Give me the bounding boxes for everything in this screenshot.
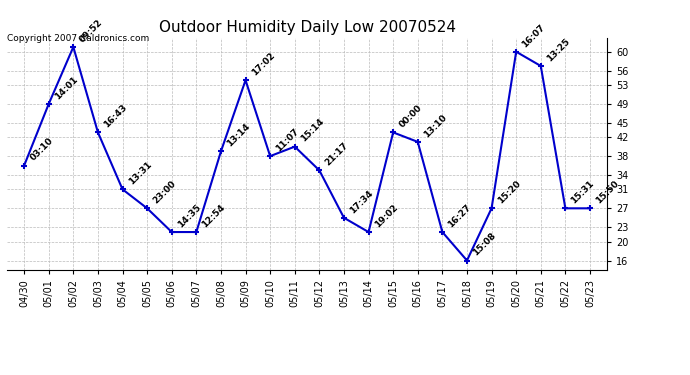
Text: 17:34: 17:34 [348, 188, 375, 215]
Text: 15:50: 15:50 [594, 179, 621, 206]
Text: 15:31: 15:31 [569, 179, 596, 206]
Text: 09:52: 09:52 [77, 18, 104, 44]
Text: 16:43: 16:43 [102, 103, 129, 130]
Text: 23:00: 23:00 [151, 179, 178, 206]
Text: 12:54: 12:54 [201, 202, 227, 229]
Text: 13:31: 13:31 [127, 160, 153, 186]
Text: 03:10: 03:10 [28, 136, 55, 163]
Text: 15:20: 15:20 [495, 179, 522, 206]
Text: 13:25: 13:25 [545, 37, 571, 63]
Text: 00:00: 00:00 [397, 104, 424, 130]
Text: 14:35: 14:35 [176, 202, 203, 229]
Text: 16:07: 16:07 [520, 22, 547, 49]
Text: 13:10: 13:10 [422, 112, 448, 139]
Text: 21:17: 21:17 [324, 141, 351, 168]
Text: 15:14: 15:14 [299, 117, 326, 144]
Text: 13:14: 13:14 [225, 122, 252, 148]
Text: Copyright 2007 Caldronics.com: Copyright 2007 Caldronics.com [7, 34, 149, 43]
Text: 16:27: 16:27 [446, 202, 473, 229]
Text: 19:02: 19:02 [373, 202, 400, 229]
Text: 11:07: 11:07 [275, 127, 301, 153]
Text: 14:01: 14:01 [53, 75, 79, 101]
Text: 17:02: 17:02 [250, 51, 276, 77]
Title: Outdoor Humidity Daily Low 20070524: Outdoor Humidity Daily Low 20070524 [159, 20, 455, 35]
Text: 15:08: 15:08 [471, 231, 497, 258]
